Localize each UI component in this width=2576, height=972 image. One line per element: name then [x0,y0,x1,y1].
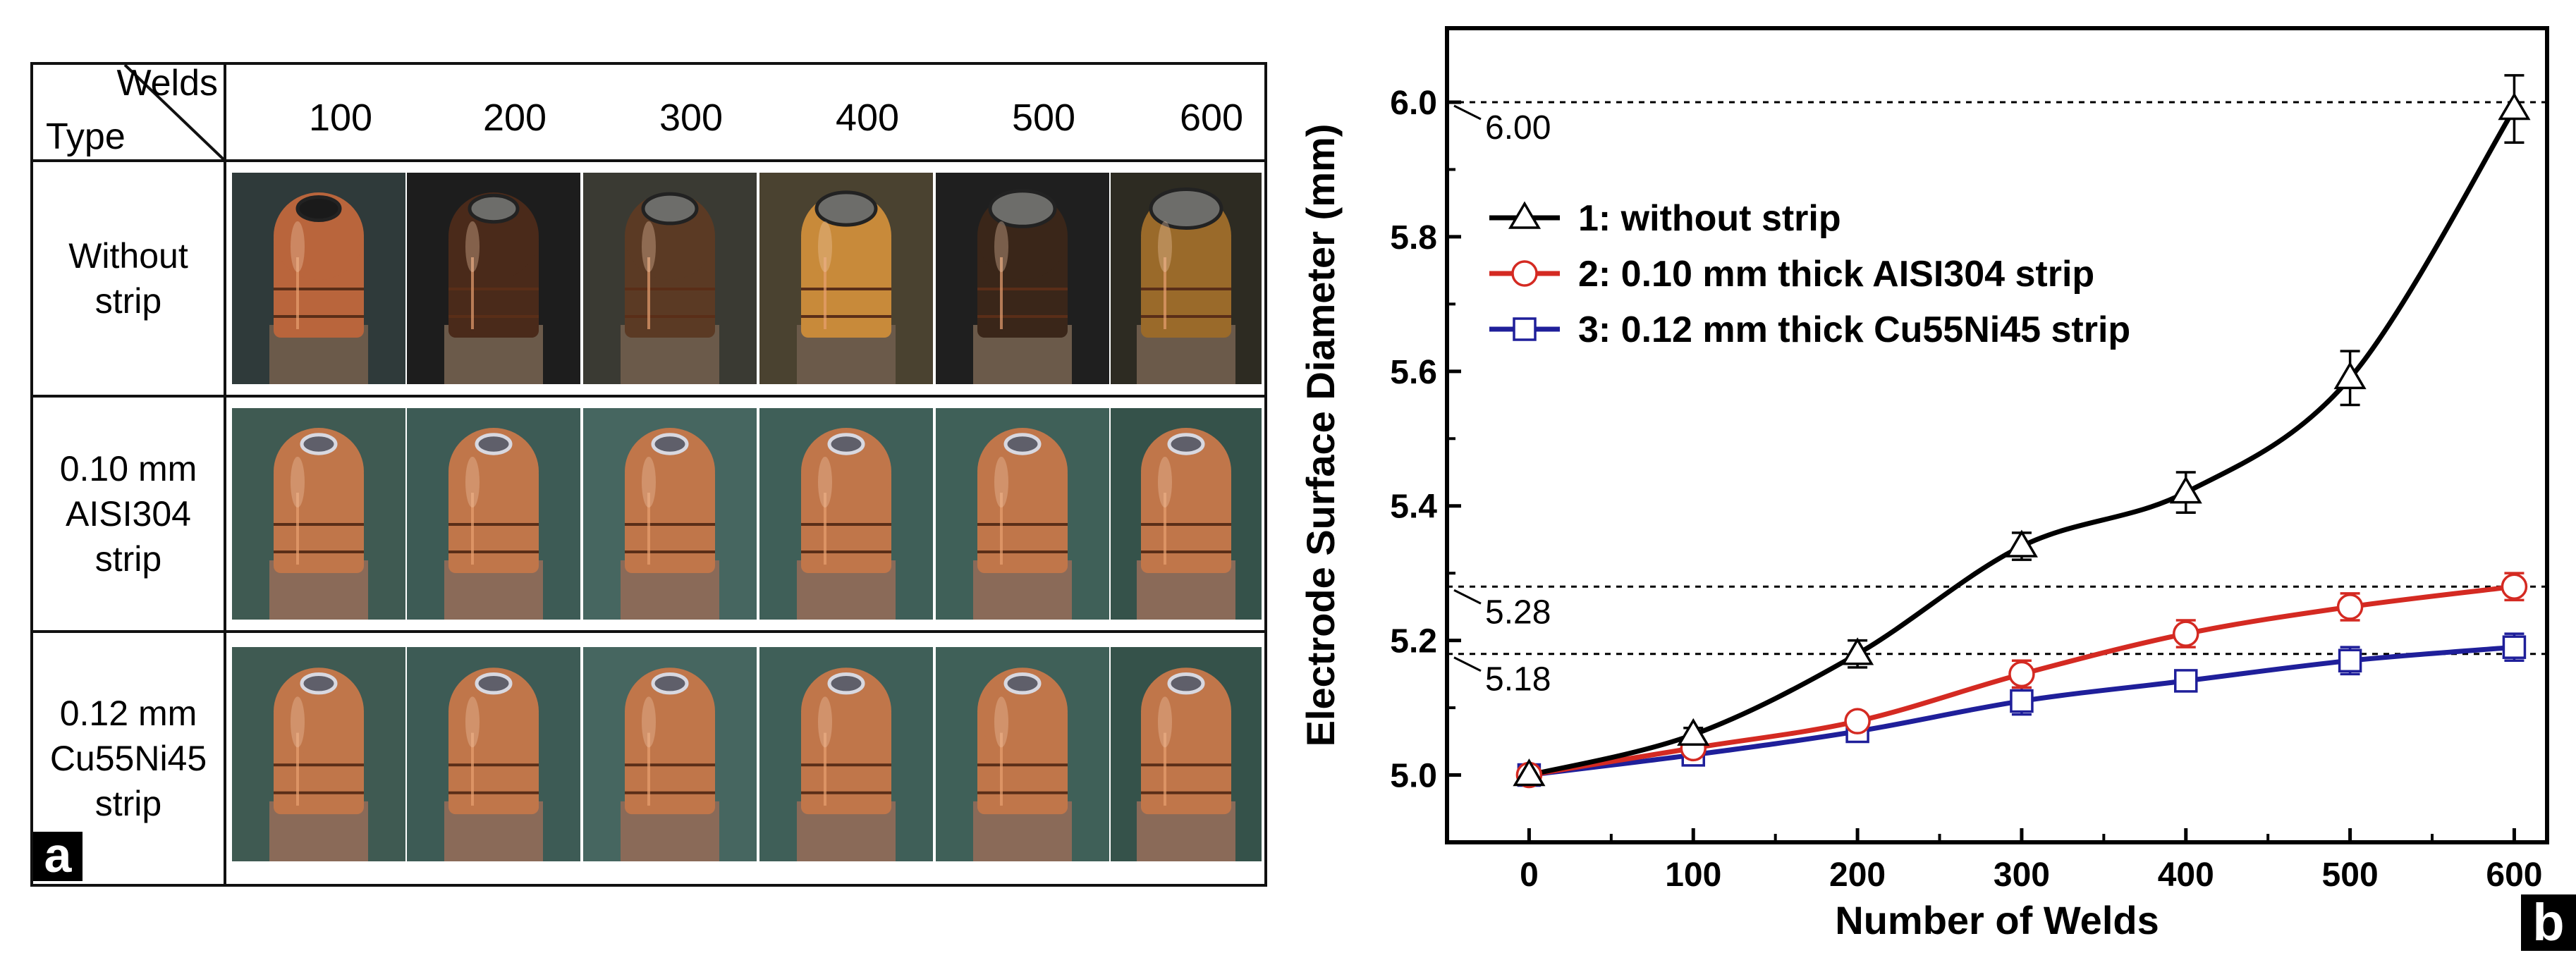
data-point [2502,635,2527,659]
reference-line-label: 6.00 [1485,109,1551,147]
reference-line-label: 5.18 [1485,661,1551,699]
legend-label: 3: 0.12 mm thick Cu55Ni45 strip [1578,309,2130,350]
legend-label: 1: without strip [1578,198,1841,239]
electrode-photo [936,647,1109,861]
data-point [2173,620,2199,647]
corner-cell: Welds Type [33,65,224,159]
chart-canvas: 6.005.285.185.05.25.45.65.86.00 100 200 300… [1298,26,2549,942]
reference-line-label: 5.28 [1485,593,1551,631]
data-point [1513,758,1546,787]
data-point [2338,648,2362,673]
data-point [1844,708,1871,734]
reference-line-leader [1453,589,1482,605]
corner-welds-label: Welds [116,63,218,104]
row-label-line: 0.10 mm [59,449,197,488]
corner-type-label: Type [46,116,126,157]
data-point [2336,593,2364,620]
panel-label-b: b [2521,894,2576,951]
electrode-photo [1111,408,1262,620]
electrode-photo [1111,173,1262,384]
data-point [2174,669,2198,693]
x-axis-title: Number of Welds [1835,898,2159,942]
data-point [2010,689,2034,713]
row-label-line: strip [94,281,162,321]
electrode-photo [407,408,580,620]
row-divider [30,630,1267,633]
row-label-line: strip [94,539,162,579]
data-point [2169,476,2202,504]
plot-frame [1445,26,2549,844]
data-point [2333,361,2367,390]
legend-marker [1513,317,1537,341]
weld-count-header: 300 [659,97,724,139]
x-tick-label: 300 [1994,856,2050,894]
x-tick-label: 600 [2486,856,2542,894]
electrode-photo [936,173,1109,384]
legend-marker [1511,260,1538,287]
row-label-cu55ni45: 0.12 mm Cu55Ni45 strip [33,633,224,884]
data-point [2008,660,2035,688]
electrode-photo [583,173,757,384]
data-point [1677,718,1710,746]
weld-count-header: 400 [835,97,900,139]
electrode-photo [583,408,757,620]
weld-count-header: 100 [308,97,373,139]
weld-count-header: 200 [482,97,547,139]
x-tick-label: 400 [2158,856,2214,894]
weld-count-header: 600 [1179,97,1244,139]
y-tick-label: 5.8 [1390,219,1437,257]
row-divider [30,395,1267,398]
row-label-line: strip [94,784,162,823]
y-tick-label: 5.0 [1390,758,1437,795]
row-label-line: AISI304 [66,494,191,534]
electrode-photo [232,408,405,620]
electrode-photo [936,408,1109,620]
row-label-aisi304: 0.10 mm AISI304 strip [33,398,224,630]
data-point [1841,637,1874,665]
photo-table: Welds Type 100 200 300 400 500 600 Witho… [30,62,1267,887]
legend-marker [1508,201,1542,229]
x-tick-label: 0 [1520,856,1539,894]
y-tick-label: 5.6 [1390,354,1437,391]
electrode-photo [407,647,580,861]
x-tick-label: 200 [1829,856,1886,894]
x-tick-label: 100 [1665,856,1721,894]
data-point [2005,529,2038,558]
legend-label: 2: 0.10 mm thick AISI304 strip [1578,254,2094,295]
diameter-chart: 6.00 5.28 5.18 5.0 5.2 5.4 5.6 5.8 6.0 0 100 200 300… [1283,0,2576,972]
electrode-photo [407,173,580,384]
electrode-photo [759,647,933,861]
weld-count-header: 500 [1011,97,1076,139]
reference-line-leader [1453,656,1482,672]
electrode-photo [232,173,405,384]
row-label-line: Without [68,236,188,276]
electrode-photo [759,408,933,620]
data-point [2498,92,2531,121]
y-tick-label: 5.2 [1390,623,1437,660]
electrode-photo [232,647,405,861]
panel-label-a: a [33,830,83,881]
electrode-photo [583,647,757,861]
corner-diagonal [123,65,224,159]
row-label-without-strip: Without strip [33,162,224,395]
table-frame [30,62,1267,887]
label-column-divider [224,62,226,887]
y-tick-label: 6.0 [1390,85,1437,122]
row-label-line: 0.12 mm [59,694,197,733]
y-tick-label: 5.4 [1390,488,1437,526]
electrode-photo [1111,647,1262,861]
data-point [2501,573,2528,601]
reference-line-leader [1453,104,1482,121]
x-tick-label: 500 [2322,856,2379,894]
y-axis-title: Electrode Surface Diameter (mm) [1298,124,1343,747]
row-label-line: Cu55Ni45 [49,739,207,778]
electrode-photo [759,173,933,384]
header-divider [30,159,1267,162]
